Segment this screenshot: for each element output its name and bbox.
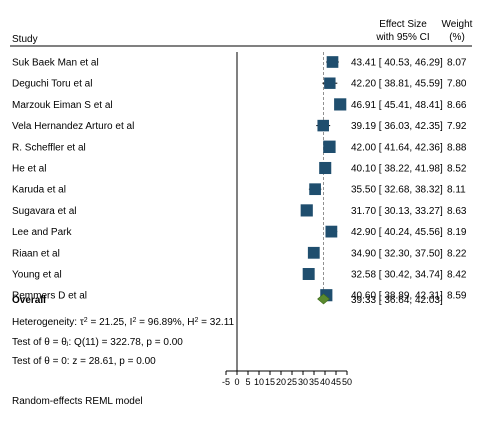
- heterogeneity-stats: Heterogeneity: τ2 = 21.25, I2 = 96.89%, …: [12, 317, 235, 329]
- study-weight: 8.07: [447, 58, 467, 69]
- study-weight: 8.22: [447, 248, 467, 259]
- study-ci-label: 34.90 [ 32.30, 37.50]: [351, 248, 443, 259]
- x-tick-label: 0: [234, 377, 239, 387]
- overall-ci-label: 39.33 [ 36.64, 42.03]: [351, 295, 443, 306]
- x-tick-label: 30: [298, 377, 308, 387]
- study-marker: [324, 77, 336, 89]
- study-weight: 8.11: [447, 185, 466, 196]
- test-theta-zero: Test of θ = 0: z = 28.61, p = 0.00: [12, 356, 156, 367]
- study-name: Vela Hernandez Arturo et al: [12, 121, 134, 132]
- heterogeneity-tau2: 21.25: [99, 317, 124, 328]
- header-study: Study: [12, 34, 38, 45]
- x-tick-label: 35: [309, 377, 319, 387]
- study-weight: 7.92: [447, 121, 467, 132]
- model-note: Random-effects REML model: [12, 396, 143, 407]
- study-name: Remmers D et al: [12, 291, 87, 302]
- study-marker: [317, 119, 329, 132]
- study-ci-label: 40.60 [ 38.89, 42.31]: [351, 291, 443, 302]
- study-name: Riaan et al: [12, 248, 60, 259]
- x-tick-label: 10: [254, 377, 264, 387]
- test-theta-equal: Test of θ = θⱼ: Q(11) = 322.78, p = 0.00: [12, 337, 183, 348]
- study-name: Deguchi Toru et al: [12, 79, 92, 90]
- study-name: Young et al: [12, 270, 62, 281]
- study-name: Karuda et al: [12, 185, 66, 196]
- x-tick-label: 15: [265, 377, 275, 387]
- study-marker: [319, 161, 332, 175]
- study-ci-label: 42.90 [ 40.24, 45.56]: [351, 227, 443, 238]
- study-marker: [326, 56, 339, 68]
- study-weight: 8.88: [447, 142, 467, 153]
- study-marker: [325, 225, 338, 238]
- study-ci-label: 42.20 [ 38.81, 45.59]: [351, 79, 443, 90]
- overall-diamond: [317, 293, 330, 305]
- x-tick-label: 50: [342, 377, 352, 387]
- study-ci-label: 42.00 [ 41.64, 42.36]: [351, 142, 443, 153]
- x-tick-label: 20: [276, 377, 286, 387]
- study-marker: [309, 183, 321, 196]
- header-weight-unit: (%): [449, 32, 465, 43]
- header-ci: with 95% CI: [375, 32, 429, 43]
- study-name: Marzouk Eiman S et al: [12, 100, 113, 111]
- heterogeneity-h2: 32.11: [210, 317, 235, 328]
- study-name: Lee and Park: [12, 227, 72, 238]
- x-tick-label: 40: [320, 377, 330, 387]
- study-ci-label: 35.50 [ 32.68, 38.32]: [351, 185, 443, 196]
- study-weight: 8.63: [447, 206, 467, 217]
- study-ci-label: 32.58 [ 30.42, 34.74]: [351, 270, 443, 281]
- study-marker: [334, 98, 347, 111]
- x-tick-label: 25: [287, 377, 297, 387]
- study-name: Suk Baek Man et al: [12, 58, 99, 69]
- study-name: Sugavara et al: [12, 206, 77, 217]
- study-name: R. Scheffler et al: [12, 142, 86, 153]
- x-tick-label: 5: [245, 377, 250, 387]
- study-marker: [323, 140, 336, 153]
- study-weight: 8.52: [447, 164, 467, 175]
- study-weight: 8.19: [447, 227, 467, 238]
- heterogeneity-prefix: Heterogeneity: τ: [12, 317, 84, 328]
- heterogeneity-i2: 96.89%: [148, 317, 182, 328]
- study-weight: 8.59: [447, 291, 467, 302]
- x-tick-label: 45: [331, 377, 341, 387]
- overall-label: Overall: [12, 295, 46, 306]
- study-weight: 8.42: [447, 270, 467, 281]
- study-ci-label: 43.41 [ 40.53, 46.29]: [351, 58, 443, 69]
- study-ci-label: 46.91 [ 45.41, 48.41]: [351, 100, 443, 111]
- plot-layer: Suk Baek Man et al 43.41 [ 40.53, 46.29] 8…: [12, 52, 467, 387]
- study-marker: [307, 246, 320, 259]
- study-weight: 8.66: [447, 100, 467, 111]
- study-ci-label: 40.10 [ 38.22, 41.98]: [351, 164, 443, 175]
- study-marker: [300, 204, 313, 217]
- study-ci-label: 39.19 [ 36.03, 42.35]: [351, 121, 443, 132]
- x-tick-label: -5: [222, 377, 230, 387]
- header-weight: Weight: [442, 19, 473, 30]
- study-marker: [302, 268, 315, 280]
- study-ci-label: 31.70 [ 30.13, 33.27]: [351, 206, 443, 217]
- header-effect-size: Effect Size: [379, 19, 427, 30]
- study-weight: 7.80: [447, 79, 467, 90]
- study-name: He et al: [12, 164, 46, 175]
